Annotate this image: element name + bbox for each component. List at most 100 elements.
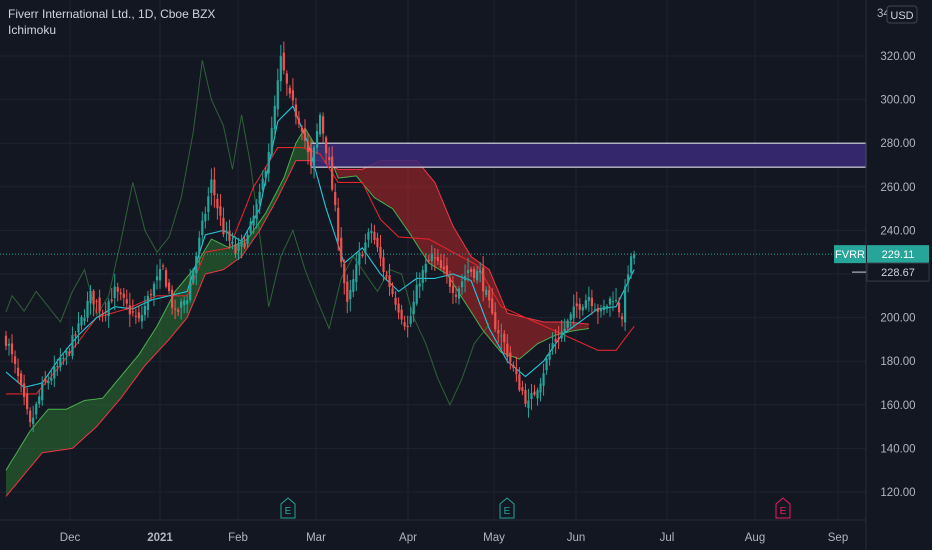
candle-up [276,80,279,110]
symbol-tag [834,245,866,264]
time-tick-label: Jun [567,532,586,544]
candle-down [590,297,593,307]
time-axis[interactable]: Dec 2021 Feb Mar Apr May Jun Jul Aug Sep [0,519,866,544]
candle-down [433,257,436,259]
candle-down [488,290,491,301]
candle-down [119,292,122,295]
candle-down [506,343,509,357]
candle-up [548,351,551,360]
candle-down [282,52,285,71]
candle-down [388,275,391,288]
candle-down [234,244,237,254]
candle-up [551,343,554,349]
candle-up [107,301,110,317]
candle-up [530,393,533,399]
candle-up [312,147,316,169]
candle-up [605,305,609,309]
candle-down [291,90,294,101]
candle-down [322,116,325,134]
price-tick-label: 280.00 [880,138,915,150]
candle-down [439,260,442,268]
candle-down [482,267,485,292]
crosshair-price-tag [866,262,930,282]
time-tick-label: May [483,532,505,544]
candle-down [177,309,180,312]
candle-down [394,297,397,305]
candle-down [617,302,621,313]
price-tick-label: 200.00 [880,313,915,325]
candlesticks [4,41,636,432]
candle-down [29,410,32,423]
candle-up [195,256,198,274]
candle-down [494,312,497,330]
price-axis[interactable]: 120.00140.00160.00180.00200.00220.00240.… [865,0,918,550]
price-tick-label: 300.00 [880,95,915,107]
candle-up [466,270,470,274]
symbol-title[interactable]: Fiverr International Ltd., 1D, Cboe BZX [8,7,216,21]
candle-up [584,300,587,309]
candle-down [174,308,177,310]
time-tick-label: 2021 [147,532,173,544]
time-tick-label: Apr [399,532,417,544]
time-tick-label: Sep [828,532,848,544]
candle-down [385,274,388,277]
candle-up [599,308,603,312]
candle-up [418,283,421,287]
candle-up [261,178,264,190]
candle-down [13,356,17,364]
candle-down [26,393,29,410]
candle-down [101,313,104,315]
candle-down [128,305,131,315]
candle-up [140,315,143,322]
price-tick-label: 160.00 [880,400,915,412]
candle-up [267,151,270,174]
candle-up [627,274,630,283]
currency-button [886,5,918,24]
candle-down [533,391,536,395]
candle-up [633,254,636,259]
candle-up [355,264,358,283]
earnings-marker-icon [775,497,791,519]
candle-up [249,221,252,233]
candle-down [620,316,624,320]
candle-down [110,299,113,302]
candle-down [16,367,20,377]
crosshair-price-text: 228.67 [881,267,915,279]
candle-up [318,114,322,135]
candle-down [23,383,26,398]
candle-up [204,213,207,222]
candle-down [328,157,331,161]
candle-up [71,335,74,357]
candle-up [500,335,503,337]
candle-down [294,104,298,117]
candle-up [59,357,62,367]
candle-up [614,299,618,301]
candle-down [451,286,455,294]
candle-up [485,289,488,295]
candle-down [243,242,246,248]
candle-down [131,311,134,313]
candle-up [545,358,548,371]
candle-up [198,237,201,254]
lagging-span [5,60,490,406]
candle-down [219,206,222,216]
candle-down [306,141,310,153]
candle-up [113,286,116,299]
candle-down [578,303,581,310]
candle-up [370,230,373,234]
candle-up [624,286,627,323]
candle-down [68,351,71,354]
candle-up [630,256,633,273]
earnings-marker-icon [499,497,515,519]
candle-down [524,389,527,404]
candle-up [273,105,276,130]
candle-up [527,400,530,409]
candle-up [460,281,464,288]
time-tick-label: Mar [306,532,326,544]
indicator-label[interactable]: Ichimoku [8,23,57,37]
candle-down [74,334,77,336]
candle-down [4,335,8,346]
candle-up [80,316,83,326]
